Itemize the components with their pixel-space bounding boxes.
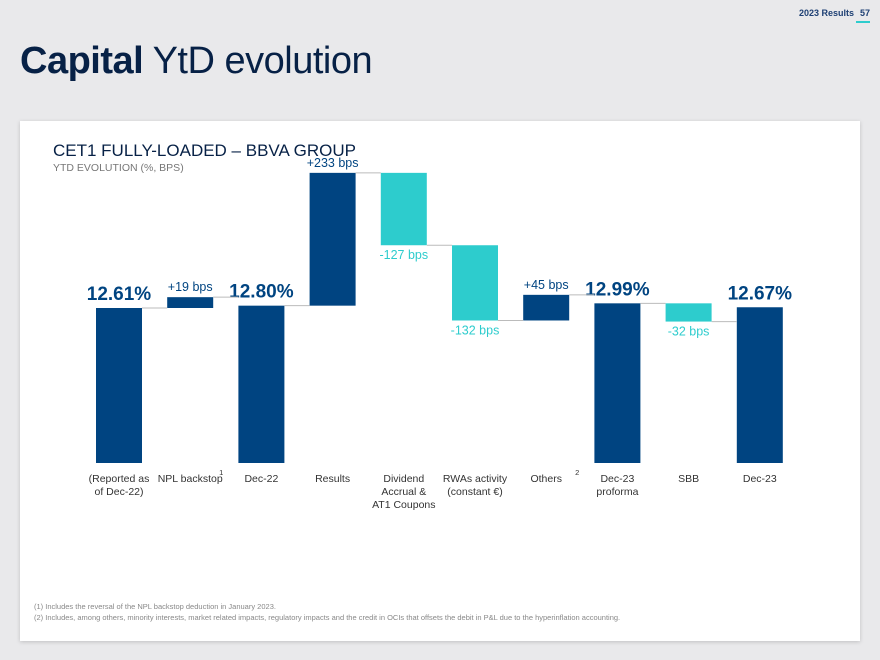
- data-label-3: +233 bps: [307, 156, 359, 170]
- category-label-4-line-0: Dividend: [383, 473, 424, 485]
- page-title-light: YtD evolution: [152, 40, 373, 82]
- bar-6: [523, 294, 570, 321]
- category-label-0-line-1: of Dec-22): [94, 486, 143, 498]
- page-underline: [856, 21, 870, 23]
- data-label-5: -132 bps: [451, 323, 500, 337]
- data-label-6: +45 bps: [524, 278, 569, 292]
- category-label-4-line-2: AT1 Coupons: [372, 499, 435, 511]
- bar-4: [380, 172, 427, 246]
- data-label-0: 12.61%: [87, 284, 152, 305]
- category-label-4-line-1: Accrual &: [381, 486, 426, 498]
- data-label-9: 12.67%: [728, 283, 793, 304]
- bar-1: [167, 297, 214, 308]
- data-label-8: -32 bps: [668, 325, 710, 339]
- data-label-7: 12.99%: [585, 279, 650, 300]
- category-label-9-line-0: Dec-23: [743, 473, 777, 485]
- category-label-2-line-0: Dec-22: [244, 473, 278, 485]
- page-title-bold: Capital: [20, 40, 144, 82]
- category-label-7-line-0: Dec-23: [600, 473, 634, 485]
- category-label-3-line-0: Results: [315, 473, 350, 485]
- category-superscript-6: 2: [575, 468, 579, 477]
- category-superscript-1: 1: [219, 468, 223, 477]
- footnote-1: (1) Includes the reversal of the NPL bac…: [34, 602, 276, 611]
- category-label-1-line-0: NPL backstop: [158, 473, 223, 485]
- bar-8: [665, 303, 712, 322]
- footnote-2: (2) Includes, among others, minority int…: [34, 613, 621, 622]
- chart-subtitle: YTD EVOLUTION (%, BPS): [53, 162, 184, 174]
- bar-9: [736, 307, 783, 463]
- category-label-8-line-0: SBB: [678, 473, 699, 485]
- chart-card: CET1 FULLY-LOADED – BBVA GROUP YTD EVOLU…: [20, 121, 860, 641]
- bar-5: [452, 245, 498, 321]
- report-header: 2023 Results 57: [798, 8, 870, 23]
- data-label-4: -127 bps: [379, 248, 428, 262]
- category-label-0-line-0: (Reported as: [89, 473, 150, 485]
- page-number: 57: [859, 8, 870, 18]
- bar-2: [238, 305, 285, 463]
- data-label-1: +19 bps: [168, 280, 213, 294]
- category-label-5-line-0: RWAs activity: [443, 473, 508, 485]
- bar-7: [594, 303, 641, 463]
- chart-title: CET1 FULLY-LOADED – BBVA GROUP: [53, 141, 356, 160]
- bar-0: [96, 308, 142, 463]
- category-label-7-line-1: proforma: [596, 486, 638, 498]
- report-name: 2023 Results: [798, 8, 854, 18]
- page-title: Capital YtD evolution: [20, 40, 373, 83]
- category-label-5-line-1: (constant €): [447, 486, 502, 498]
- data-label-2: 12.80%: [229, 282, 294, 303]
- bar-3: [309, 172, 356, 306]
- footnotes: (1) Includes the reversal of the NPL bac…: [34, 601, 854, 623]
- category-label-6-line-0: Others: [530, 473, 562, 485]
